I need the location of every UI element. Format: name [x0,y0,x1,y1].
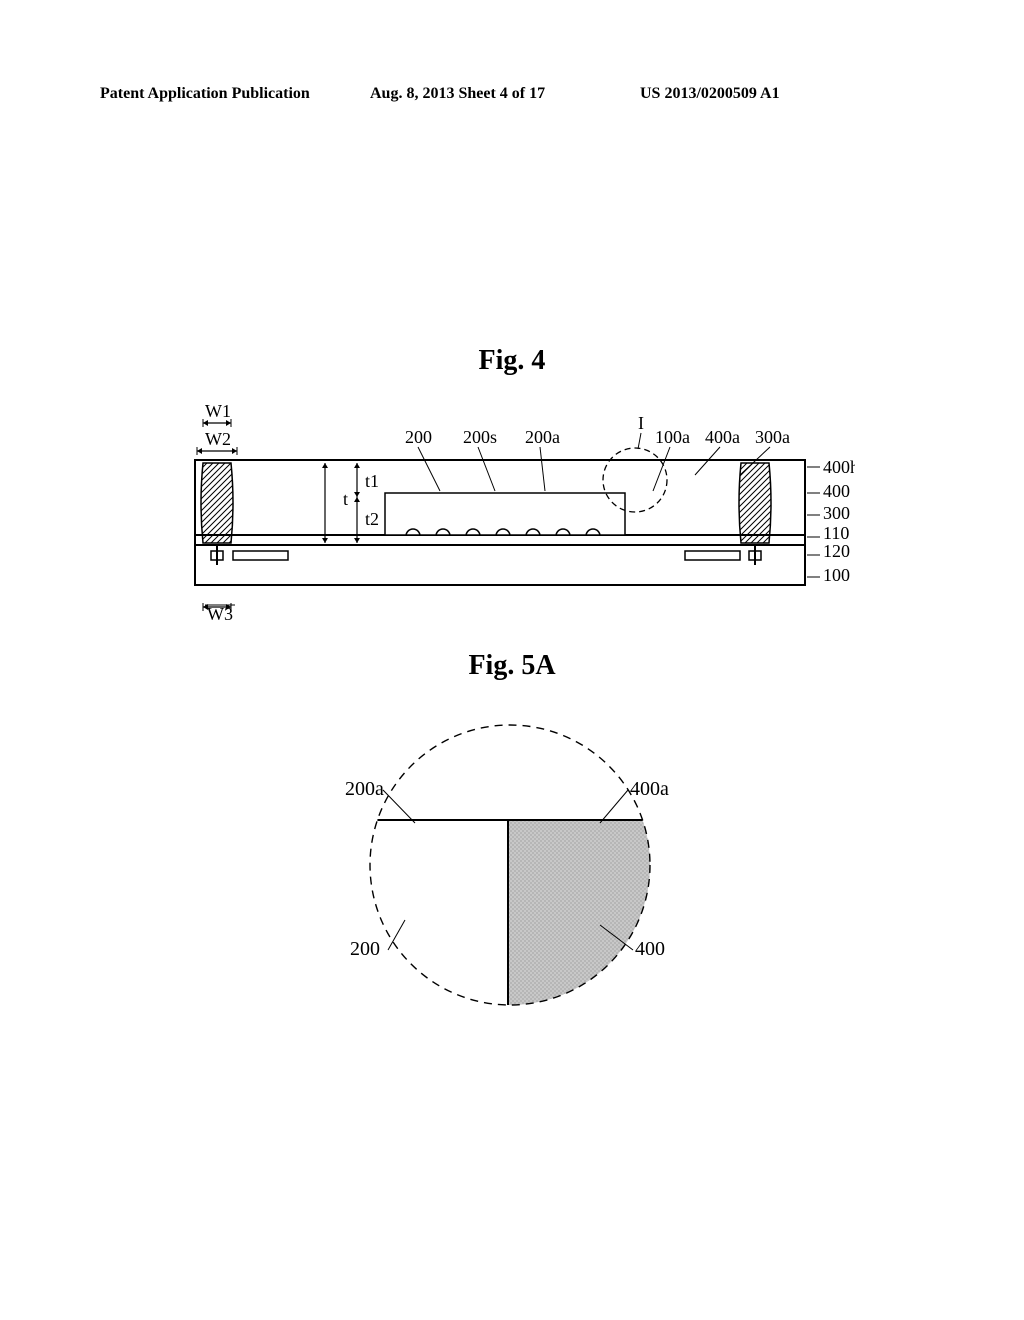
svg-text:120: 120 [823,541,850,561]
header-right: US 2013/0200509 A1 [640,85,780,103]
fig5a-diagram: 200a 400a 200 400 [300,700,720,1030]
svg-text:W2: W2 [205,429,231,449]
svg-text:W1: W1 [205,405,231,421]
header-left: Patent Application Publication [100,85,310,103]
svg-text:300: 300 [823,503,850,523]
svg-text:400a: 400a [705,427,740,447]
svg-text:I: I [638,413,644,433]
svg-text:100: 100 [823,565,850,585]
svg-text:400: 400 [823,481,850,501]
svg-text:200a: 200a [525,427,560,447]
svg-text:200: 200 [405,427,432,447]
svg-text:t2: t2 [365,509,379,529]
svg-text:400: 400 [635,938,665,960]
svg-text:100a: 100a [655,427,690,447]
svg-text:200: 200 [350,938,380,960]
fig4-diagram: W1 W2 200 200s 200a I 100a 400a 300a 400h 40030011… [175,405,855,625]
svg-text:110: 110 [823,523,849,543]
fig5a-title: Fig. 5A [0,650,1024,682]
svg-text:W3: W3 [207,604,233,624]
svg-text:200s: 200s [463,427,497,447]
svg-text:400a: 400a [630,778,669,800]
svg-text:t: t [343,489,348,509]
svg-text:t1: t1 [365,471,379,491]
fig4-title: Fig. 4 [0,345,1024,377]
header-mid: Aug. 8, 2013 Sheet 4 of 17 [370,85,545,103]
svg-text:200a: 200a [345,778,384,800]
svg-text:300a: 300a [755,427,790,447]
svg-text:400h: 400h [823,457,855,477]
